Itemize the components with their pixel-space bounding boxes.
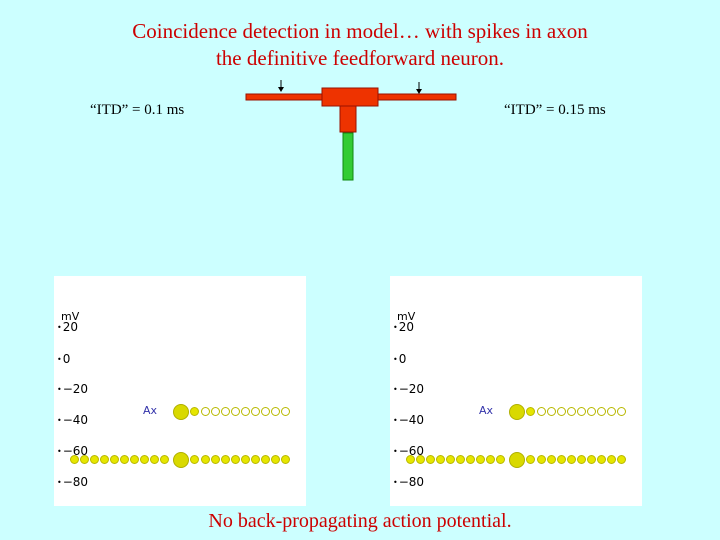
compartment-dot bbox=[587, 455, 596, 464]
compartment-dot bbox=[426, 455, 435, 464]
y-tick-minus80: −80 bbox=[393, 475, 424, 489]
soma-top bbox=[321, 87, 379, 107]
compartment-dot bbox=[466, 455, 475, 464]
compartment-dot bbox=[190, 455, 199, 464]
compartment-dot bbox=[567, 407, 576, 416]
input-arrow-left bbox=[278, 80, 284, 92]
compartment-dot bbox=[597, 455, 606, 464]
y-tick-minus80: −80 bbox=[57, 475, 88, 489]
compartment-dot bbox=[160, 455, 169, 464]
voltage-panel-left: mV 20 0 −20 −40 −60 −80 Ax bbox=[54, 276, 306, 506]
compartment-dot bbox=[271, 407, 280, 416]
compartment-dot bbox=[140, 455, 149, 464]
compartment-dot bbox=[577, 455, 586, 464]
compartment-dot bbox=[436, 455, 445, 464]
title-line-2: the definitive feedforward neuron. bbox=[215, 46, 505, 70]
compartment-dot bbox=[446, 455, 455, 464]
compartment-dot bbox=[537, 407, 546, 416]
itd-label-right: “ITD” = 0.15 ms bbox=[504, 102, 606, 118]
soma-compartment bbox=[509, 452, 525, 468]
compartment-dot bbox=[456, 455, 465, 464]
compartment-dot bbox=[231, 407, 240, 416]
compartment-dot bbox=[416, 455, 425, 464]
slide-title: Coincidence detection in model… with spi… bbox=[60, 18, 660, 72]
compartment-dot bbox=[567, 455, 576, 464]
compartment-dot bbox=[281, 455, 290, 464]
compartment-dot bbox=[70, 455, 79, 464]
y-tick-0: 0 bbox=[393, 352, 407, 366]
neuron-diagram bbox=[245, 80, 457, 181]
compartment-dot bbox=[607, 455, 616, 464]
voltage-panel-right: mV 20 0 −20 −40 −60 −80 Ax bbox=[390, 276, 642, 506]
compartment-dot bbox=[496, 455, 505, 464]
compartment-row-upper bbox=[390, 402, 642, 422]
compartment-dot bbox=[221, 407, 230, 416]
compartment-dot bbox=[251, 455, 260, 464]
compartment-dot bbox=[130, 455, 139, 464]
compartment-dot bbox=[110, 455, 119, 464]
compartment-dot bbox=[221, 455, 230, 464]
soma-compartment bbox=[173, 404, 189, 420]
compartment-dot bbox=[557, 407, 566, 416]
compartment-dot bbox=[211, 455, 220, 464]
compartment-dot bbox=[526, 455, 535, 464]
compartment-dot bbox=[100, 455, 109, 464]
compartment-dot bbox=[241, 455, 250, 464]
compartment-dot bbox=[617, 455, 626, 464]
axon-compartment-label: Ax bbox=[143, 404, 158, 417]
y-tick-minus40: −40 bbox=[393, 413, 424, 427]
compartment-dot bbox=[537, 455, 546, 464]
compartment-dot bbox=[597, 407, 606, 416]
compartment-dot bbox=[526, 407, 535, 416]
slide-footer: No back-propagating action potential. bbox=[208, 510, 512, 532]
compartment-dot bbox=[190, 407, 199, 416]
compartment-dot bbox=[231, 455, 240, 464]
compartment-row-lower bbox=[390, 450, 642, 470]
y-tick-20: 20 bbox=[393, 320, 414, 334]
y-tick-20: 20 bbox=[57, 320, 78, 334]
compartment-dot bbox=[547, 455, 556, 464]
compartment-dot bbox=[577, 407, 586, 416]
y-tick-minus60: −60 bbox=[57, 444, 88, 458]
compartment-dot bbox=[211, 407, 220, 416]
y-tick-minus20: −20 bbox=[393, 382, 424, 396]
compartment-dot bbox=[261, 407, 270, 416]
input-arrow-right bbox=[416, 82, 422, 94]
axon bbox=[342, 132, 354, 181]
soma-compartment bbox=[173, 452, 189, 468]
compartment-dot bbox=[486, 455, 495, 464]
compartment-dot bbox=[251, 407, 260, 416]
compartment-dot bbox=[557, 455, 566, 464]
soma-compartment bbox=[509, 404, 525, 420]
y-tick-minus60: −60 bbox=[393, 444, 424, 458]
compartment-dot bbox=[406, 455, 415, 464]
compartment-dot bbox=[476, 455, 485, 464]
compartment-dot bbox=[201, 407, 210, 416]
title-line-1: Coincidence detection in model… with spi… bbox=[132, 19, 588, 43]
compartment-dot bbox=[150, 455, 159, 464]
axon-compartment-label: Ax bbox=[479, 404, 494, 417]
compartment-dot bbox=[90, 455, 99, 464]
compartment-dot bbox=[587, 407, 596, 416]
compartment-dot bbox=[80, 455, 89, 464]
y-tick-minus20: −20 bbox=[57, 382, 88, 396]
compartment-dot bbox=[547, 407, 556, 416]
compartment-row-lower bbox=[54, 450, 306, 470]
compartment-dot bbox=[271, 455, 280, 464]
compartment-row-upper bbox=[54, 402, 306, 422]
soma-stem bbox=[339, 105, 357, 133]
compartment-dot bbox=[261, 455, 270, 464]
itd-label-left: “ITD” = 0.1 ms bbox=[90, 102, 185, 118]
y-tick-0: 0 bbox=[57, 352, 71, 366]
compartment-dot bbox=[120, 455, 129, 464]
compartment-dot bbox=[281, 407, 290, 416]
compartment-dot bbox=[617, 407, 626, 416]
compartment-dot bbox=[201, 455, 210, 464]
y-tick-minus40: −40 bbox=[57, 413, 88, 427]
compartment-dot bbox=[607, 407, 616, 416]
compartment-dot bbox=[241, 407, 250, 416]
